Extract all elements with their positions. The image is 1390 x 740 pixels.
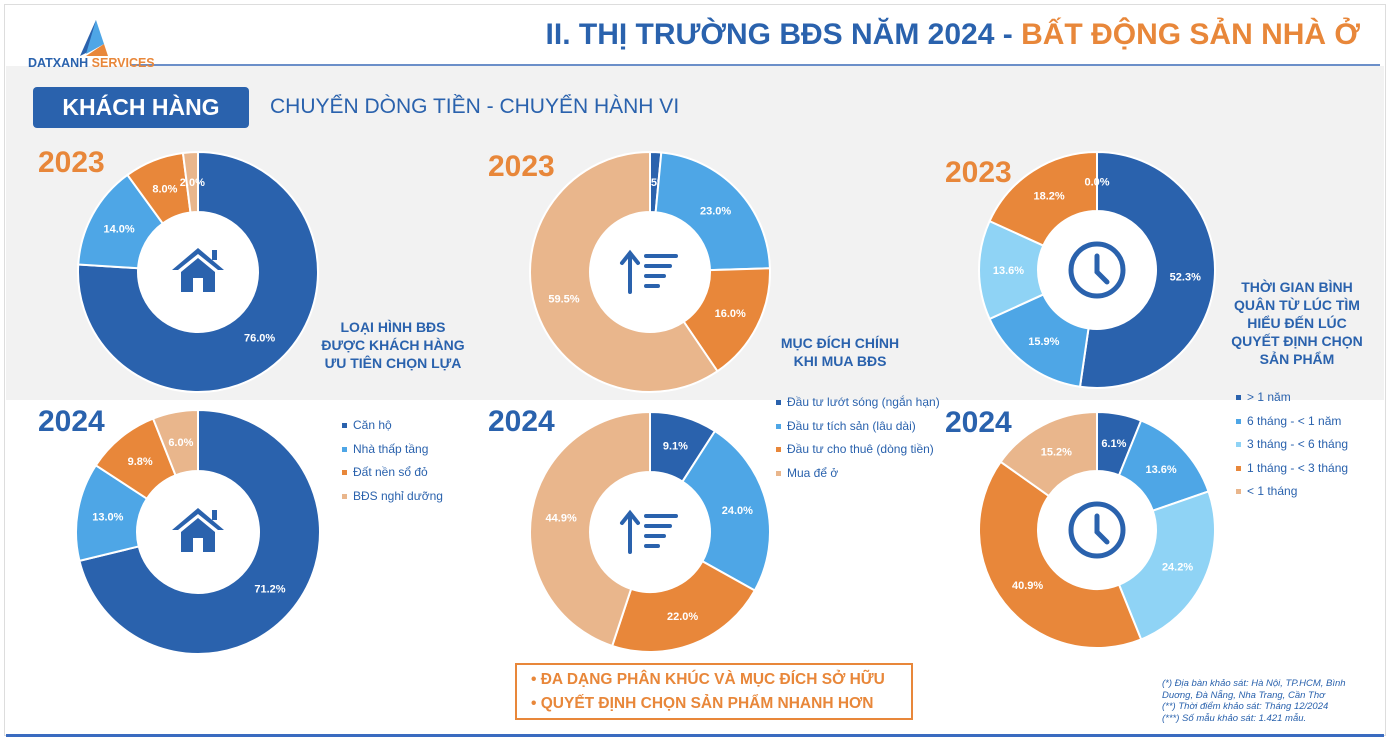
slice-label: 76.0%: [244, 333, 275, 345]
chart-title-purpose: MỤC ĐÍCH CHÍNH KHI MUA BĐS: [780, 335, 900, 369]
slice-label: 9.8%: [128, 456, 153, 468]
logo-mark-icon: [80, 20, 108, 56]
slice-label: 71.2%: [254, 584, 285, 596]
slice-label: 24.2%: [1162, 562, 1193, 574]
slice-label: 8.0%: [152, 183, 177, 195]
donut-chart-type2024: 71.2% 13.0% 9.8% 6.0%: [75, 408, 321, 655]
year-label: 2023: [945, 156, 1012, 189]
slice-label: 15.9%: [1028, 336, 1059, 348]
legend-item: 1 tháng - < 3 tháng: [1236, 461, 1348, 475]
section-subtitle: CHUYỂN DÒNG TIỀN - CHUYỂN HÀNH VI: [270, 95, 680, 118]
legend-decision-time: > 1 năm 6 tháng - < 1 năm 3 tháng - < 6 …: [1236, 390, 1348, 508]
legend-item: Nhà thấp tầng: [342, 442, 443, 456]
page-title: II. THỊ TRƯỜNG BĐS NĂM 2024 - BẤT ĐỘNG S…: [545, 18, 1360, 51]
slice-label: 16.0%: [715, 308, 746, 320]
legend-item: Đầu tư lướt sóng (ngắn hạn): [776, 395, 940, 409]
note-line: Duơng, Đà Nẵng, Nha Trang, Cần Thơ: [1162, 689, 1325, 701]
legend-item: > 1 năm: [1236, 390, 1348, 404]
chart-title-decision-time: THỜI GIAN BÌNH QUÂN TỪ LÚC TÌM HIỂU ĐẾN …: [1231, 279, 1363, 367]
donut-chart-purpose2023: 1.5%23.0%16.0%59.5%: [529, 150, 771, 393]
slice-label: 22.0%: [667, 611, 698, 623]
donut-slice: [77, 150, 319, 393]
year-label: 2024: [38, 405, 105, 438]
donut-chart-time2024: 6.1% 13.6% 24.2% 40.9% 15.2%: [978, 410, 1216, 649]
slice-label: 44.9%: [546, 513, 577, 525]
house-icon: [172, 508, 224, 552]
slice-label: 23.0%: [700, 205, 731, 217]
sort-arrow-icon: [620, 509, 678, 554]
slice-label: 18.2%: [1034, 191, 1065, 203]
donut-chart-purpose2024: 9.1% 24.0% 22.0% 44.9%: [529, 410, 771, 653]
year-label: 2023: [38, 146, 105, 179]
donut-chart-type2023: 76.0% 14.0% 8.0%2.0%: [77, 150, 319, 393]
legend-item: < 1 tháng: [1236, 484, 1348, 498]
slice-label: 9.1%: [663, 441, 688, 453]
legend-purpose: Đầu tư lướt sóng (ngắn hạn) Đầu tư tích …: [776, 395, 940, 489]
slice-label: 14.0%: [104, 224, 135, 236]
conclusion-item: • ĐA DẠNG PHÂN KHÚC VÀ MỤC ĐÍCH SỞ HỮU: [531, 671, 885, 688]
donut-slice: [78, 408, 321, 655]
legend-item: 3 tháng - < 6 tháng: [1236, 437, 1348, 451]
slice-label: 13.0%: [92, 512, 123, 524]
chart-title-property-type: LOẠI HÌNH BĐS ĐƯỢC KHÁCH HÀNG ƯU TIÊN CH…: [321, 319, 465, 371]
legend-item: Mua để ở: [776, 466, 940, 480]
conclusion-box: • ĐA DẠNG PHÂN KHÚC VÀ MỤC ĐÍCH SỞ HỮU •…: [515, 663, 913, 720]
note-line: (*) Địa bàn khảo sát: Hà Nội, TP.HCM, Bì…: [1162, 678, 1346, 689]
note-line: (**) Thời điểm khảo sát: Tháng 12/2024: [1162, 701, 1329, 712]
slice-label: 15.2%: [1041, 446, 1072, 458]
year-label: 2023: [488, 150, 555, 183]
year-label: 2024: [945, 406, 1012, 439]
legend-item: Đất nền sổ đỏ: [342, 465, 443, 479]
legend-property-type: Căn hộ Nhà thấp tầng Đất nền sổ đỏ BĐS n…: [342, 418, 443, 512]
logo-text: DATXANH SERVICES: [28, 56, 155, 70]
clock-icon: [1068, 241, 1126, 299]
donut-chart-time2023: 52.3% 15.9% 13.6% 18.2% 0.0%: [978, 150, 1216, 389]
legend-item: 6 tháng - < 1 năm: [1236, 414, 1348, 428]
slice-label: 13.6%: [1146, 464, 1177, 476]
conclusion-item: • QUYẾT ĐỊNH CHỌN SẢN PHẨM NHANH HƠN: [531, 695, 874, 712]
slice-label: 24.0%: [722, 505, 753, 517]
header-divider: [130, 64, 1380, 66]
legend-item: Đầu tư cho thuê (dòng tiền): [776, 442, 940, 456]
sort-arrow-icon: [620, 249, 678, 294]
house-icon: [172, 248, 224, 292]
slice-label: 52.3%: [1170, 271, 1201, 283]
slice-label: 2.0%: [180, 177, 205, 189]
survey-notes: (*) Địa bàn khảo sát: Hà Nội, TP.HCM, Bì…: [1162, 678, 1346, 724]
slice-label: 6.0%: [168, 437, 193, 449]
slice-label: 40.9%: [1012, 580, 1043, 592]
slice-label: 0.0%: [1084, 177, 1109, 189]
logo: DATXANH SERVICES: [28, 18, 168, 70]
year-label: 2024: [488, 405, 555, 438]
slice-label: 59.5%: [548, 293, 579, 305]
clock-icon: [1068, 501, 1126, 559]
slice-label: 13.6%: [993, 265, 1024, 277]
note-line: (***) Số mẫu khảo sát: 1.421 mẫu.: [1162, 712, 1307, 724]
section-button-khach-hang[interactable]: KHÁCH HÀNG: [33, 87, 249, 128]
legend-item: Căn hộ: [342, 418, 443, 432]
legend-item: BĐS nghỉ dưỡng: [342, 489, 443, 503]
footer-divider: [6, 734, 1384, 737]
legend-item: Đầu tư tích sản (lâu dài): [776, 419, 940, 433]
slice-label: 6.1%: [1101, 438, 1126, 450]
